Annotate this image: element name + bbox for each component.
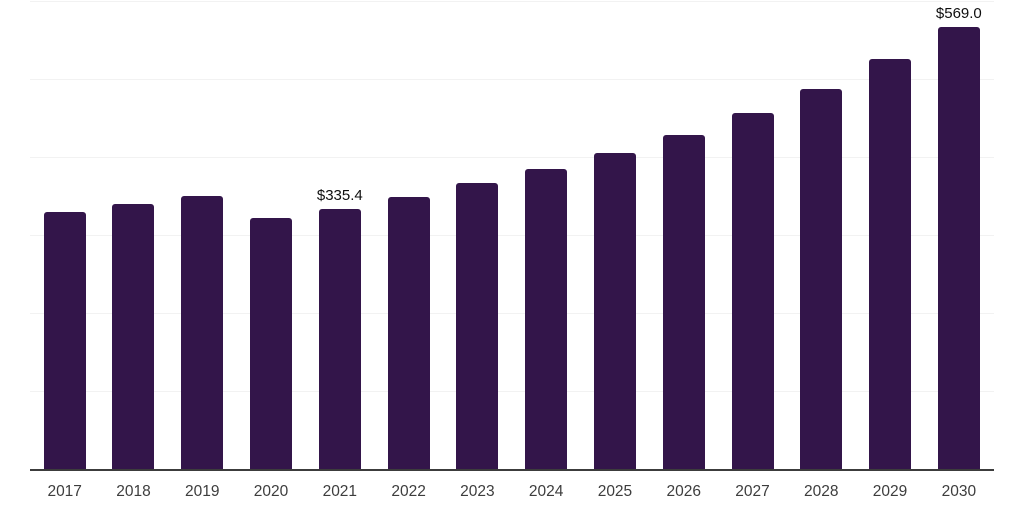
x-tick-2017: 2017 xyxy=(47,483,82,500)
x-axis-line xyxy=(30,469,994,471)
x-tick-2021: 2021 xyxy=(322,483,358,500)
plot-area: $335.4 $569.0 xyxy=(30,0,994,470)
bar-2027 xyxy=(731,113,774,470)
x-tick-2025: 2025 xyxy=(597,483,633,500)
bar-2021 xyxy=(318,208,361,470)
bar-2024 xyxy=(525,169,568,470)
bar-2018 xyxy=(112,203,155,470)
data-label-2030: $569.0 xyxy=(935,4,982,22)
x-tick-2024: 2024 xyxy=(528,483,564,500)
bar-2020 xyxy=(250,217,293,470)
bar-2022 xyxy=(387,197,430,470)
bar-2028 xyxy=(800,89,843,470)
x-tick-2019: 2019 xyxy=(185,483,220,500)
gridline xyxy=(30,391,994,393)
bar-2026 xyxy=(662,135,705,470)
bar-2017 xyxy=(43,211,86,470)
x-tick-2029: 2029 xyxy=(872,483,908,500)
x-tick-2027: 2027 xyxy=(735,483,770,500)
gridline xyxy=(30,157,994,159)
x-tick-2030: 2030 xyxy=(941,483,977,500)
bar-2019 xyxy=(181,196,224,470)
gridline xyxy=(30,235,994,237)
gridline xyxy=(30,1,994,3)
bar-2025 xyxy=(593,153,636,470)
x-tick-2026: 2026 xyxy=(666,483,701,500)
gridline xyxy=(30,313,994,315)
x-tick-2023: 2023 xyxy=(460,483,495,500)
x-tick-2018: 2018 xyxy=(116,483,151,500)
x-tick-2028: 2028 xyxy=(804,483,839,500)
gridline xyxy=(30,79,994,81)
bar-2029 xyxy=(869,58,912,470)
x-tick-2022: 2022 xyxy=(391,483,426,500)
x-tick-2020: 2020 xyxy=(253,483,289,500)
bar-2030 xyxy=(937,26,980,470)
data-label-2021: $335.4 xyxy=(316,186,363,204)
bar-2023 xyxy=(456,182,499,470)
